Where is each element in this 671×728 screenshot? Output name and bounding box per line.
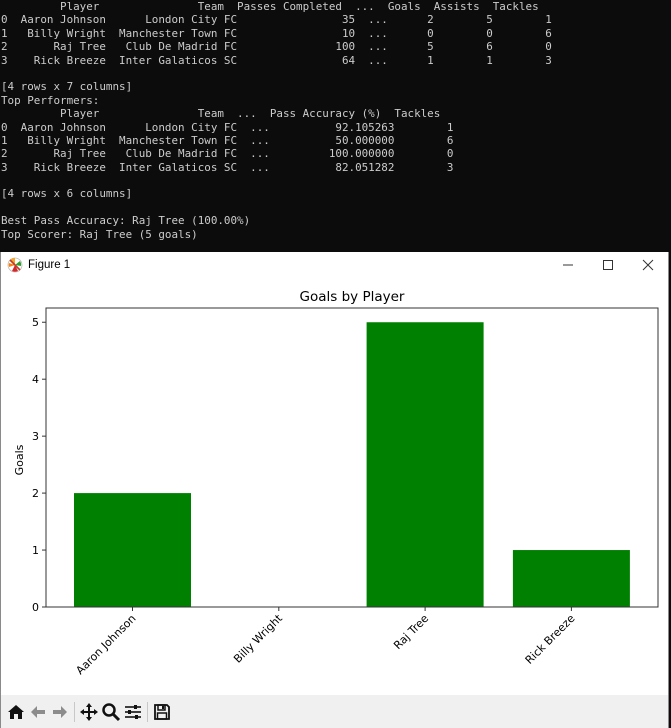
navigation-toolbar xyxy=(1,695,668,728)
terminal-line: 0 Aaron Johnson London City FC 35 ... 2 … xyxy=(1,13,552,27)
zoom-icon xyxy=(102,702,121,721)
terminal-line: 1 Billy Wright Manchester Town FC ... 50… xyxy=(1,133,454,147)
y-tick-label: 0 xyxy=(32,601,39,614)
minimize-button[interactable] xyxy=(548,252,588,278)
terminal-line: [4 rows x 7 columns] xyxy=(1,80,133,94)
terminal-line: [4 rows x 6 columns] xyxy=(1,187,133,201)
y-axis-label: Goals xyxy=(13,444,26,475)
terminal-line xyxy=(1,174,671,187)
toolbar-separator xyxy=(74,701,75,722)
toolbar-separator xyxy=(147,701,148,722)
terminal-line: Top Performers: xyxy=(1,93,100,107)
x-axis-ticks: Aaron Johnson Billy Wright Raj Tree Rick Br… xyxy=(73,607,578,677)
home-icon xyxy=(8,704,24,719)
x-tick-label: Raj Tree xyxy=(391,612,431,652)
back-arrow-icon xyxy=(31,705,45,718)
pan-button[interactable] xyxy=(78,700,100,724)
bars-group xyxy=(74,322,630,607)
y-tick-label: 5 xyxy=(32,316,39,329)
forward-button[interactable] xyxy=(49,700,71,724)
terminal-line: 1 Billy Wright Manchester Town FC 10 ...… xyxy=(1,26,552,40)
save-button[interactable] xyxy=(151,700,173,724)
configure-subplots-icon xyxy=(125,704,141,719)
y-tick-label: 3 xyxy=(32,430,39,443)
x-tick-label: Billy Wright xyxy=(231,611,285,665)
axes-frame xyxy=(45,307,659,608)
terminal-line: Best Pass Accuracy: Raj Tree (100.00%) xyxy=(1,214,251,228)
close-button[interactable] xyxy=(628,252,668,278)
x-tick-label: Aaron Johnson xyxy=(73,612,138,677)
terminal-line: Player Team ... Pass Accuracy (%) Tackle… xyxy=(1,107,441,121)
bar-chart: Goals by Player Goals 0 1 2 3 4 5 Aaron Johns… xyxy=(13,289,659,677)
maximize-button[interactable] xyxy=(588,252,628,278)
matplotlib-icon xyxy=(7,257,23,273)
terminal-line: 0 Aaron Johnson London City FC ... 92.10… xyxy=(1,120,454,134)
zoom-button[interactable] xyxy=(100,700,122,724)
close-icon xyxy=(642,259,654,271)
window-title: Figure 1 xyxy=(28,259,71,271)
maximize-icon xyxy=(603,260,613,270)
home-button[interactable] xyxy=(5,700,27,724)
figure-canvas[interactable]: Goals by Player Goals 0 1 2 3 4 5 Aaron Johns… xyxy=(1,278,668,695)
bar-rick-breeze xyxy=(512,550,630,607)
pan-icon xyxy=(80,702,98,721)
minimize-icon xyxy=(563,264,573,266)
bar-raj-tree xyxy=(366,322,484,607)
y-axis-ticks: 0 1 2 3 4 5 xyxy=(32,316,46,614)
terminal-line: 2 Raj Tree Club De Madrid FC 100 ... 5 6… xyxy=(1,40,552,54)
y-tick-label: 2 xyxy=(32,487,39,500)
figure-window: Figure 1 Goals by Player Goals 0 1 2 3 4 5 Aa… xyxy=(0,252,669,728)
chart-title: Goals by Player xyxy=(300,289,405,305)
terminal-line: Top Scorer: Raj Tree (5 goals) xyxy=(1,227,198,241)
terminal-line: 3 Rick Breeze Inter Galaticos SC ... 82.… xyxy=(1,160,454,174)
terminal-output: Player Team Passes Completed ... Goals A… xyxy=(0,0,671,252)
terminal-line: Player Team Passes Completed ... Goals A… xyxy=(1,0,539,13)
terminal-line xyxy=(1,67,671,80)
bar-aaron-johnson xyxy=(74,493,191,607)
back-button[interactable] xyxy=(27,700,49,724)
window-titlebar[interactable]: Figure 1 xyxy=(1,252,668,278)
terminal-line xyxy=(1,201,671,214)
terminal-line: 3 Rick Breeze Inter Galaticos SC 64 ... … xyxy=(1,53,552,67)
y-tick-label: 4 xyxy=(32,373,39,386)
configure-subplots-button[interactable] xyxy=(122,700,144,724)
y-tick-label: 1 xyxy=(32,544,39,557)
x-tick-label: Rick Breeze xyxy=(523,612,578,667)
forward-arrow-icon xyxy=(53,705,67,718)
terminal-line: 2 Raj Tree Club De Madrid FC ... 100.000… xyxy=(1,147,454,161)
save-icon xyxy=(154,703,170,720)
